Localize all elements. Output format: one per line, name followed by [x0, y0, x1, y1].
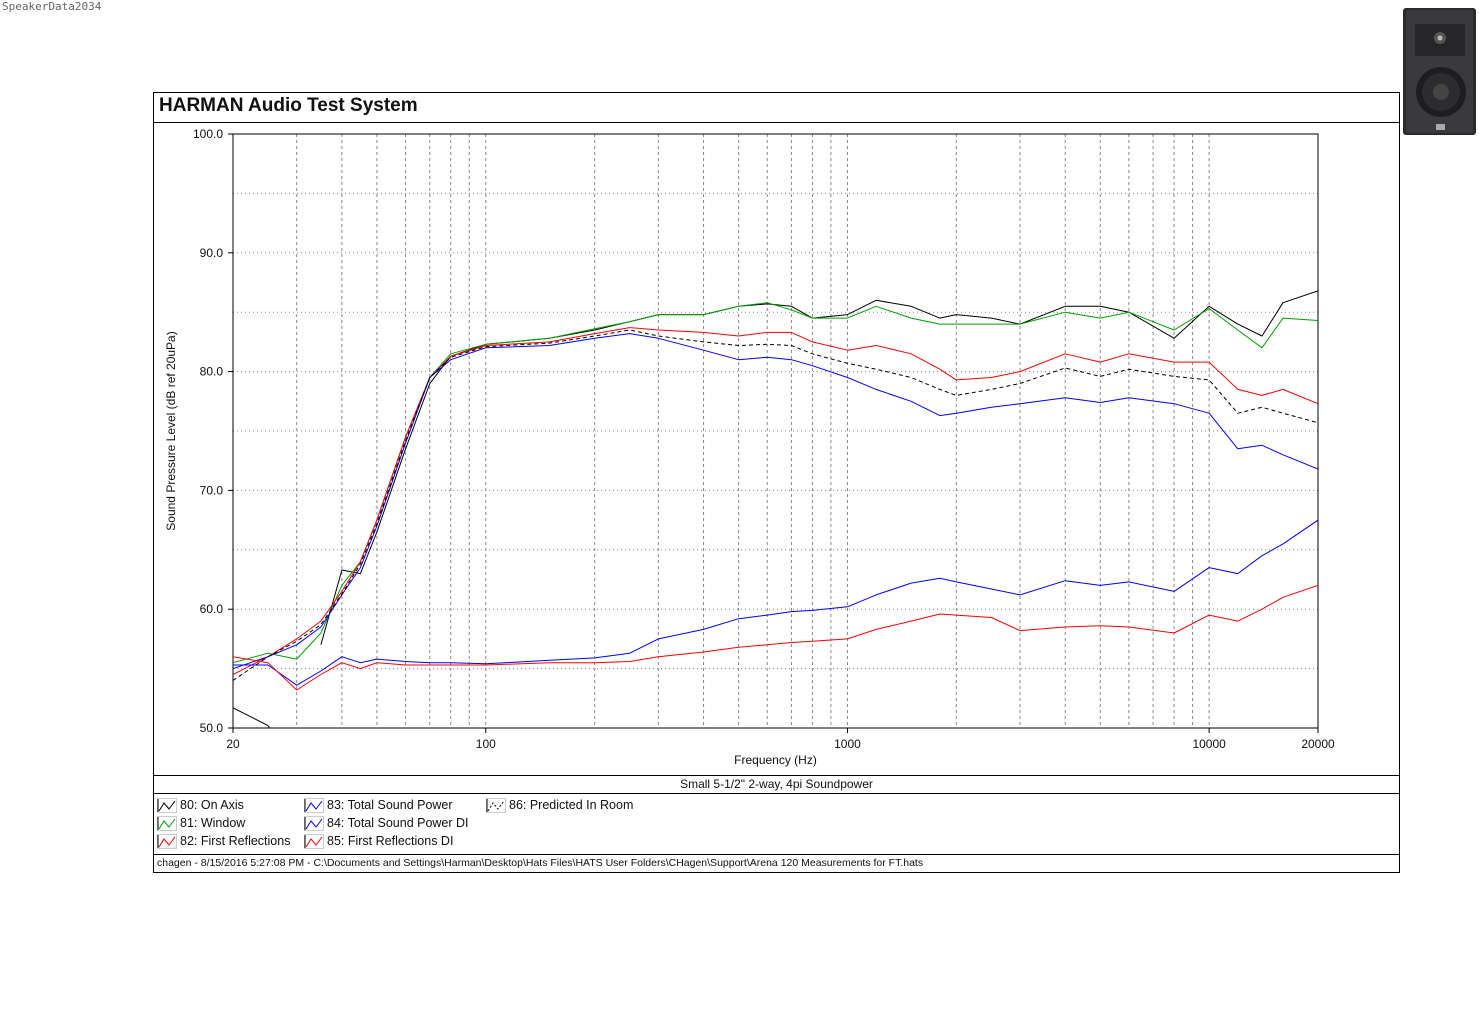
legend-item: 84: Total Sound Power DI [304, 815, 469, 831]
y-tick-label: 90.0 [200, 246, 224, 260]
legend-item: 85: First Reflections DI [304, 833, 453, 849]
line-swatch-icon [157, 833, 177, 849]
report-title: HARMAN Audio Test System [159, 95, 418, 116]
report-frame: HARMAN Audio Test System Small 5-1/2" 2-… [153, 92, 1400, 873]
x-tick-label: 1000 [834, 737, 861, 751]
legend-label: 85: First Reflections DI [327, 834, 454, 848]
legend-label: 84: Total Sound Power DI [327, 816, 469, 830]
legend-item: 80: On Axis [157, 797, 244, 813]
series-line-84 [233, 519, 1318, 686]
series-line-81 [233, 302, 1318, 664]
legend-item: 81: Window [157, 815, 245, 831]
x-tick-label: 20 [226, 737, 240, 751]
divider [154, 854, 1399, 855]
y-tick-label: 70.0 [200, 483, 224, 497]
line-swatch-icon [486, 797, 506, 813]
x-tick-label: 20000 [1301, 737, 1335, 751]
series-line-86 [233, 329, 1318, 681]
watermark-label: SpeakerData2034 [2, 0, 102, 13]
legend-label: 82: First Reflections [180, 834, 291, 848]
legend-item: 86: Predicted In Room [486, 797, 633, 813]
series-line-82 [233, 327, 1318, 675]
plot-area-border [232, 133, 1319, 729]
legend-item: 83: Total Sound Power [304, 797, 453, 813]
divider [154, 793, 1399, 794]
y-axis-label: Sound Pressure Level (dB ref 20uPa) [164, 331, 178, 530]
legend-label: 83: Total Sound Power [327, 798, 453, 812]
line-swatch-icon [157, 815, 177, 831]
legend-label: 86: Predicted In Room [509, 798, 634, 812]
series-line-83 [233, 333, 1318, 670]
line-swatch-icon [157, 797, 177, 813]
legend-item: 82: First Reflections [157, 833, 290, 849]
line-swatch-icon [304, 833, 324, 849]
chart-caption: Small 5-1/2" 2-way, 4pi Soundpower [680, 777, 873, 791]
footer-path: chagen - 8/15/2016 5:27:08 PM - C:\Docum… [157, 857, 924, 869]
y-tick-label: 100.0 [193, 127, 223, 141]
legend-label: 81: Window [180, 816, 246, 830]
divider [154, 775, 1399, 776]
line-swatch-icon [304, 797, 324, 813]
x-axis-label: Frequency (Hz) [734, 753, 817, 767]
divider [154, 122, 1399, 123]
line-swatch-icon [304, 815, 324, 831]
y-tick-label: 80.0 [200, 365, 224, 379]
x-tick-label: 100 [476, 737, 496, 751]
series-line-80 [233, 290, 1318, 728]
speaker-photo [1403, 8, 1476, 135]
y-tick-label: 60.0 [200, 602, 224, 616]
series-line-85 [233, 584, 1318, 691]
legend-label: 80: On Axis [180, 798, 244, 812]
x-tick-label: 10000 [1192, 737, 1226, 751]
y-tick-label: 50.0 [200, 721, 224, 735]
